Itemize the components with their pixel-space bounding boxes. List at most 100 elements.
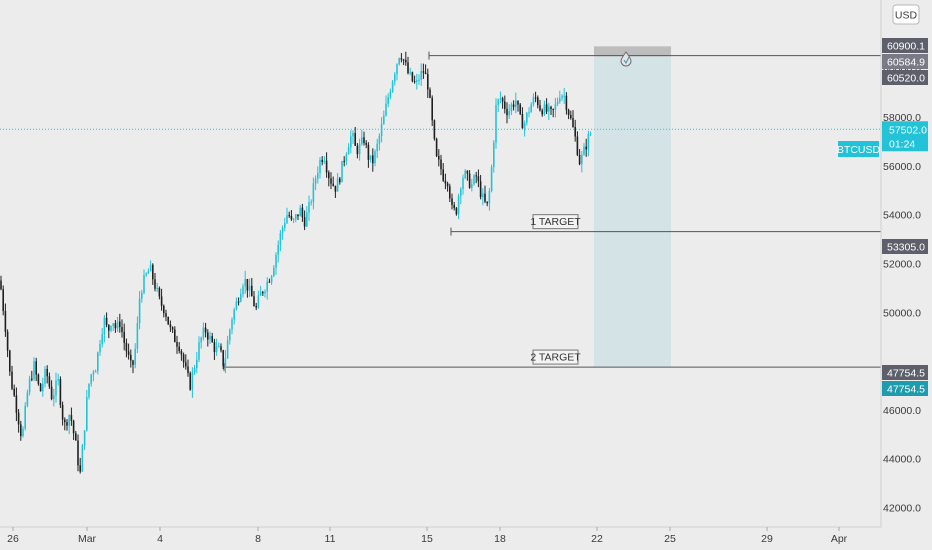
candle-body [189, 373, 191, 390]
candle-body [422, 71, 425, 73]
candle-body [378, 136, 381, 144]
candle-body [587, 134, 590, 150]
price-tick-label: 56000.0 [883, 161, 921, 173]
candle-body [281, 227, 284, 234]
target-1-box[interactable] [532, 214, 579, 230]
candle-body [88, 383, 90, 398]
price-tick-label: 46000.0 [883, 405, 921, 417]
candle-body [248, 285, 251, 291]
candle-body [259, 291, 262, 296]
candle-body [334, 185, 337, 192]
candle-body [123, 331, 125, 343]
candle-body [299, 207, 301, 217]
candle-body [149, 264, 152, 272]
candle-body [581, 155, 583, 165]
idea-drop-icon[interactable] [620, 51, 632, 67]
candle-body [462, 178, 464, 190]
candle-body [532, 97, 535, 105]
candle-body [396, 64, 398, 75]
candle-body [165, 313, 167, 317]
candle-body [545, 104, 548, 112]
candle-body [295, 214, 297, 219]
candle-body [171, 327, 174, 330]
candle-body [24, 405, 26, 429]
candle-body [264, 291, 266, 294]
candle-body [310, 201, 312, 203]
candle-body [332, 183, 334, 186]
candle-body [147, 271, 150, 274]
candle-body [257, 295, 260, 308]
target-2-box[interactable] [532, 349, 579, 365]
upper-level-tag-label: 60584.9 [887, 57, 925, 69]
candle-body [251, 285, 253, 297]
candle-body [374, 151, 376, 164]
candle-body [455, 207, 458, 215]
time-tick-label: Mar [78, 533, 97, 545]
target-1-price-tag-label: 53305.0 [887, 242, 925, 254]
candle-body [482, 193, 484, 198]
candle-body [39, 383, 42, 392]
candle-body [204, 327, 207, 333]
candle-body [275, 254, 277, 268]
candle-body [75, 433, 77, 441]
symbol-label: BTCUSD [837, 144, 881, 156]
resistance-tag-label: 60520.0 [887, 73, 925, 85]
candle-body [534, 97, 537, 99]
candle-body [156, 287, 158, 289]
candle-body [526, 112, 528, 123]
candle-body [435, 138, 438, 157]
candle-body [112, 323, 114, 326]
candle-body [218, 346, 220, 348]
candle-body [182, 354, 185, 363]
candle-body [167, 316, 169, 325]
candle-body [402, 59, 405, 61]
candle-body [44, 368, 46, 384]
candle-body [583, 146, 585, 156]
candle-body [152, 264, 154, 280]
candle-body [48, 376, 51, 387]
candle-body [180, 351, 183, 355]
annotations-layer: 1 TARGET 2 TARGET [530, 214, 581, 365]
candle-body [418, 79, 420, 81]
candle-body [352, 132, 354, 137]
candle-body [429, 89, 431, 98]
candle-body [576, 136, 579, 155]
candle-body [376, 143, 378, 152]
candle-body [574, 126, 576, 137]
candle-body [506, 108, 508, 116]
projection-zone-layer [594, 46, 671, 368]
currency-button[interactable]: USD [892, 4, 920, 25]
candle-body [336, 178, 339, 192]
candle-body [42, 383, 44, 392]
candle-body [244, 278, 246, 287]
candle-body [416, 79, 418, 83]
candle-body [235, 301, 238, 310]
candle-body [94, 370, 97, 373]
candle-body [13, 388, 15, 396]
candle-body [365, 143, 367, 145]
candle-body [394, 74, 396, 82]
candle-body [561, 95, 563, 99]
candle-body [4, 311, 7, 332]
candle-body [438, 156, 440, 160]
candle-body [130, 354, 132, 361]
candle-body [466, 170, 469, 174]
high-tag [882, 38, 928, 53]
candle-body [321, 159, 323, 162]
price-tick-label: 54000.0 [883, 210, 921, 222]
currency-label: USD [895, 10, 918, 22]
candle-body [229, 329, 231, 341]
candle-body [22, 428, 24, 437]
candle-body [297, 214, 299, 217]
candle-body [211, 336, 213, 343]
candle-body [185, 362, 187, 367]
candle-body [433, 120, 436, 139]
candle-body [64, 419, 66, 423]
candle-body [398, 58, 400, 65]
candle-body [339, 178, 341, 183]
price-tick-label: 52000.0 [883, 259, 921, 271]
candle-body [242, 286, 244, 294]
time-axis[interactable]: 26 Mar 4 8 11 15 18 22 25 29 Apr [7, 527, 848, 545]
candle-body [475, 175, 477, 177]
